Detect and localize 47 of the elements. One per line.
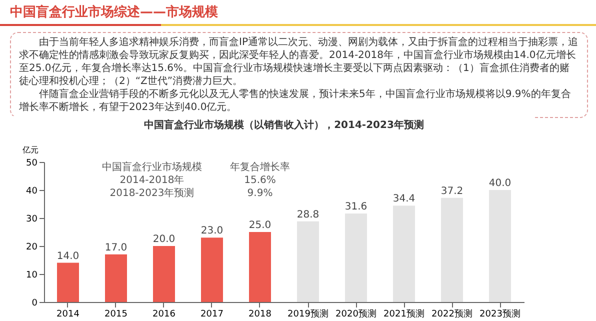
y-tick-label: 50 xyxy=(26,158,38,168)
bar xyxy=(441,198,463,302)
y-tick-label: 20 xyxy=(26,242,38,252)
annotation: 2014-2018年 xyxy=(118,174,186,187)
annotation: 15.6% xyxy=(243,174,277,187)
bar xyxy=(345,214,367,302)
data-label: 23.0 xyxy=(200,226,224,237)
y-tick-label: 10 xyxy=(26,270,38,280)
data-label: 25.0 xyxy=(248,220,272,231)
data-label: 34.4 xyxy=(392,194,416,205)
data-label: 17.0 xyxy=(104,242,128,254)
y-tick-label: 40 xyxy=(26,186,38,196)
x-tick-label: 2020预测 xyxy=(336,308,376,320)
bar xyxy=(57,262,79,302)
text: 伴随盲盒企业营销手段的不断多元化以及无人零售的快速发展，预计未来5年，中国盲盒行业市场规模将以9.9%的年复合增长率不断增长，有望于2023年达到40.0亿元。 xyxy=(19,88,572,114)
data-label: 20.0 xyxy=(152,234,176,245)
bar xyxy=(489,190,511,302)
bar xyxy=(393,206,415,302)
bar xyxy=(201,238,223,302)
y-axis-title: 亿元 xyxy=(22,146,38,154)
data-label: 40.0 xyxy=(488,178,512,189)
x-tick-label: 2023预测 xyxy=(480,308,520,320)
annotation: 中国盲盒行业市场规模 xyxy=(101,161,203,174)
x-tick-label: 2019预测 xyxy=(288,308,328,320)
x-tick-label: 2015 xyxy=(104,310,128,320)
x-tick-label: 2016 xyxy=(152,310,176,320)
x-tick-label: 2022预测 xyxy=(432,308,472,320)
bar xyxy=(105,254,127,302)
data-label: 28.8 xyxy=(296,209,320,220)
chart-title: 中国盲盒行业市场规模（以销售收入计），2014-2023年预测 xyxy=(144,119,424,131)
bar xyxy=(297,221,319,302)
text: 由于当前年轻人多追求精神娱乐消费，而盲盒IP通常以二次元、动漫、网剧为载体，又由于拆盲盒的过程相当于抽彩票，追求不确定性的情感刺激会导致玩家反复购买，因此深受年轻人的喜爱。2014-2018年，中国盲盒行业市场规模由14.0亿元增长至25.0亿元，年复合增长率达15.6%。中国盲盒行业市场规模快速增长主要受以下两点因素驱动：（1）盲盒抓住消费者的赌徒心理和投机心理；（2）“Z世代”消费潜力巨大。 xyxy=(19,36,579,88)
x-tick-label: 2017 xyxy=(200,310,224,320)
data-label: 37.2 xyxy=(440,186,464,197)
annotation: 9.9% xyxy=(246,187,274,200)
data-label: 31.6 xyxy=(344,202,368,213)
bar xyxy=(249,232,271,302)
x-tick-label: 2014 xyxy=(56,310,80,320)
x-tick-label: 2018 xyxy=(248,310,272,320)
y-tick-label: 30 xyxy=(26,214,38,224)
text: 中国盲盒行业市场综述——市场规模 xyxy=(10,4,218,21)
annotation: 2018-2023年预测 xyxy=(108,187,196,200)
bar xyxy=(153,246,175,302)
data-label: 14.0 xyxy=(56,250,80,262)
x-tick-label: 2021预测 xyxy=(384,308,424,320)
y-tick-label: 0 xyxy=(32,298,38,308)
annotation: 年复合增长率 xyxy=(229,161,291,174)
